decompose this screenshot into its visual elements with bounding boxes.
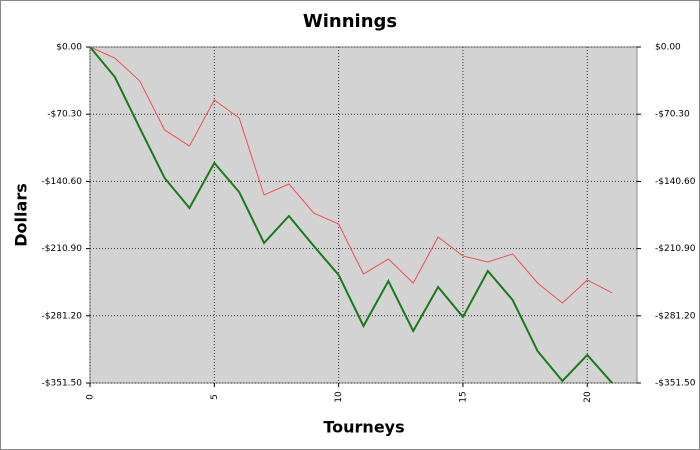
y-tick-label: -$281.20: [42, 311, 83, 321]
x-tick-label: 0: [86, 394, 96, 400]
x-axis-label: Tourneys: [323, 418, 404, 437]
chart-title: Winnings: [303, 11, 397, 32]
y2-tick-label: -$210.90: [655, 244, 696, 254]
y-tick-label: -$351.50: [42, 379, 83, 389]
y-tick-label: -$210.90: [42, 244, 83, 254]
line-series: [89, 46, 613, 304]
y-axis-label: Dollars: [12, 183, 31, 246]
y2-tick-label: $0.00: [655, 43, 681, 53]
x-tick-label: 10: [334, 391, 344, 403]
y2-tick-label: -$351.50: [655, 379, 696, 389]
y2-tick-label: -$281.20: [655, 311, 696, 321]
y-tick-label: -$70.30: [47, 110, 82, 120]
y-tick-label: -$140.60: [42, 177, 83, 187]
plot-area: [89, 46, 638, 384]
x-tick-label: 15: [458, 391, 468, 402]
y2-tick-label: -$140.60: [655, 177, 696, 187]
x-tick-label: 20: [583, 391, 593, 403]
y-tick-label: $0.00: [56, 43, 82, 53]
y2-tick-label: -$70.30: [655, 110, 690, 120]
line-series: [89, 46, 613, 384]
x-tick-label: 5: [210, 394, 220, 400]
